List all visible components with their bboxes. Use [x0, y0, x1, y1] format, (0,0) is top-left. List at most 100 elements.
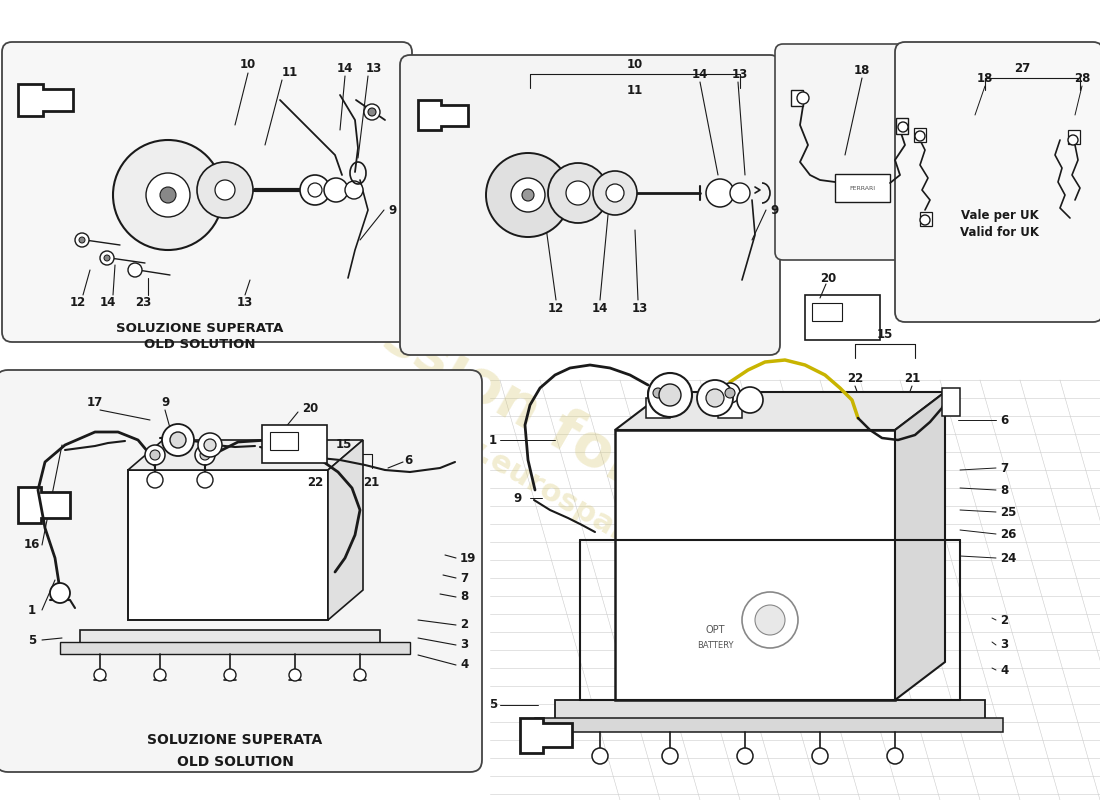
Text: 20: 20 [302, 402, 318, 414]
Text: SOLUZIONE SUPERATA: SOLUZIONE SUPERATA [117, 322, 284, 334]
Circle shape [170, 432, 186, 448]
Polygon shape [18, 84, 73, 116]
Polygon shape [128, 440, 363, 470]
Text: 19: 19 [460, 551, 476, 565]
Circle shape [197, 162, 253, 218]
Text: 14: 14 [592, 302, 608, 314]
FancyBboxPatch shape [895, 42, 1100, 322]
Text: 21: 21 [363, 475, 379, 489]
Circle shape [300, 175, 330, 205]
Circle shape [94, 669, 106, 681]
Text: 2: 2 [1000, 614, 1008, 626]
Text: 18: 18 [854, 63, 870, 77]
Text: 1: 1 [28, 603, 36, 617]
Bar [914, 128, 926, 142]
Circle shape [200, 450, 210, 460]
Circle shape [160, 187, 176, 203]
Text: 6: 6 [1000, 414, 1009, 426]
Text: 25: 25 [1000, 506, 1016, 518]
Circle shape [147, 472, 163, 488]
Bar [556, 700, 984, 720]
Polygon shape [895, 392, 945, 700]
Circle shape [146, 173, 190, 217]
Bar [646, 398, 670, 418]
Circle shape [725, 388, 735, 398]
Text: 5: 5 [488, 698, 497, 711]
Text: 8: 8 [1000, 483, 1009, 497]
Circle shape [920, 215, 929, 225]
Circle shape [592, 748, 608, 764]
Bar [812, 303, 842, 321]
Text: 17: 17 [87, 395, 103, 409]
Circle shape [214, 180, 235, 200]
Text: passion for parts: passion for parts [304, 266, 816, 594]
FancyBboxPatch shape [0, 370, 482, 772]
Text: FERRARI: FERRARI [849, 186, 876, 190]
Text: 26: 26 [1000, 527, 1016, 541]
Circle shape [486, 153, 570, 237]
Text: 12: 12 [70, 295, 86, 309]
Circle shape [104, 255, 110, 261]
Text: 9: 9 [388, 203, 396, 217]
Bar [920, 212, 932, 226]
Circle shape [50, 583, 70, 603]
FancyBboxPatch shape [400, 55, 780, 355]
FancyBboxPatch shape [2, 42, 412, 342]
Text: 13: 13 [366, 62, 382, 74]
Polygon shape [520, 718, 572, 753]
Text: BATTERY: BATTERY [696, 641, 734, 650]
Circle shape [75, 233, 89, 247]
Polygon shape [328, 440, 363, 620]
Bar [896, 118, 907, 134]
Bar [270, 432, 298, 450]
Text: OLD SOLUTION: OLD SOLUTION [177, 755, 294, 769]
Text: 10: 10 [627, 58, 644, 71]
Text: 14: 14 [337, 62, 353, 74]
Text: 5: 5 [28, 634, 36, 646]
Text: 7: 7 [460, 571, 469, 585]
Circle shape [755, 605, 785, 635]
Circle shape [653, 388, 663, 398]
Bar [80, 630, 380, 648]
Circle shape [224, 669, 236, 681]
Text: 14: 14 [100, 295, 117, 309]
Circle shape [79, 237, 85, 243]
Text: 13: 13 [236, 295, 253, 309]
Text: 11: 11 [627, 83, 644, 97]
Circle shape [154, 669, 166, 681]
Text: 1: 1 [488, 434, 497, 446]
Circle shape [354, 669, 366, 681]
Text: OLD SOLUTION: OLD SOLUTION [144, 338, 255, 351]
Circle shape [606, 184, 624, 202]
Text: Valid for UK: Valid for UK [960, 226, 1040, 239]
Circle shape [648, 383, 668, 403]
FancyBboxPatch shape [776, 44, 909, 260]
Text: 15: 15 [336, 438, 352, 451]
Bar [535, 718, 1003, 732]
Text: 4: 4 [460, 658, 469, 671]
Circle shape [197, 472, 213, 488]
Circle shape [324, 178, 348, 202]
Bar [835, 174, 890, 202]
Text: 16: 16 [24, 538, 41, 551]
Circle shape [195, 445, 214, 465]
Text: 18: 18 [977, 71, 993, 85]
Text: 10: 10 [240, 58, 256, 71]
Circle shape [720, 383, 740, 403]
Text: 24: 24 [1000, 551, 1016, 565]
Circle shape [198, 433, 222, 457]
Text: OPT: OPT [705, 625, 725, 635]
Text: Vale per UK: Vale per UK [961, 209, 1038, 222]
Circle shape [522, 189, 534, 201]
Circle shape [162, 424, 194, 456]
Text: 13: 13 [732, 69, 748, 82]
Polygon shape [418, 100, 468, 130]
Circle shape [915, 131, 925, 141]
Circle shape [289, 669, 301, 681]
Text: 13: 13 [631, 302, 648, 314]
Text: 2: 2 [460, 618, 469, 631]
Circle shape [204, 439, 216, 451]
Circle shape [150, 450, 160, 460]
Circle shape [593, 171, 637, 215]
Text: 12: 12 [548, 302, 564, 314]
